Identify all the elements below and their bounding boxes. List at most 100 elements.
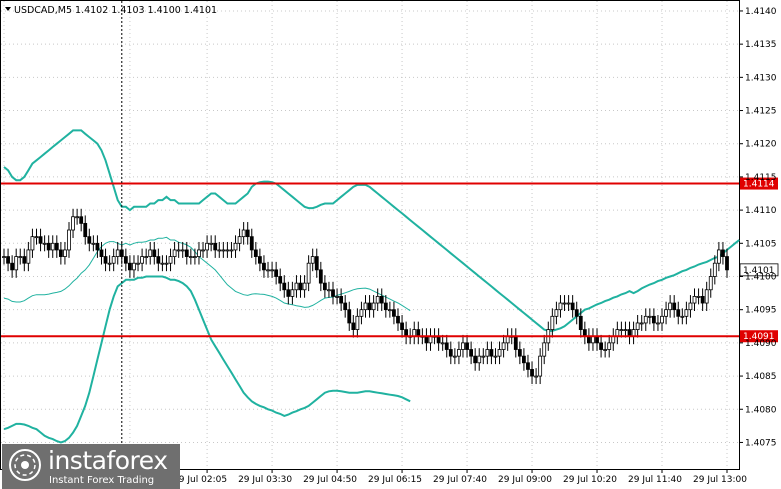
candle-body xyxy=(704,289,709,304)
candle-body xyxy=(30,236,35,251)
x-tick-label: 29 Jul 07:40 xyxy=(433,475,487,485)
candle-body xyxy=(318,269,323,284)
candle-body xyxy=(115,249,120,257)
candle-body xyxy=(355,315,360,330)
candle-body xyxy=(396,315,400,324)
y-tick-label: 1.4130 xyxy=(745,73,777,83)
candle-body xyxy=(42,242,47,245)
candle-body xyxy=(103,256,108,264)
candle-body xyxy=(680,315,685,318)
candle-body xyxy=(132,262,136,271)
y-tick-label: 1.4080 xyxy=(745,405,777,415)
candle-body xyxy=(2,256,6,258)
candle-body xyxy=(95,242,100,251)
candle-body xyxy=(83,222,88,238)
candle-body xyxy=(201,249,205,252)
candle-body xyxy=(229,249,234,252)
candle-body xyxy=(176,249,181,252)
candle-body xyxy=(172,249,177,257)
candle-body xyxy=(54,242,59,251)
candle-body xyxy=(684,309,689,317)
instaforex-emblem-icon xyxy=(9,449,41,481)
candle-body xyxy=(184,249,189,257)
candle-body xyxy=(339,296,344,304)
candle-body xyxy=(363,302,368,311)
candle-body xyxy=(193,256,197,258)
candle-body xyxy=(489,349,494,357)
candle-body xyxy=(635,322,640,330)
candle-body xyxy=(335,296,339,298)
candle-body xyxy=(241,229,246,238)
candle-body xyxy=(237,236,242,244)
candle-body xyxy=(67,229,71,251)
candle-body xyxy=(188,256,193,258)
candle-body xyxy=(400,322,404,330)
candle-body xyxy=(58,249,63,257)
x-tick-label: 29 Jul 13:00 xyxy=(693,475,747,485)
candle-body xyxy=(91,242,96,245)
x-tick-label: 29 Jul 04:50 xyxy=(303,475,357,485)
candle-body xyxy=(107,262,112,265)
current-price-label: 1.4101 xyxy=(743,266,775,276)
candle-body xyxy=(128,262,132,271)
symbol-title: USDCAD,M5 1.4102 1.4103 1.4100 1.4101 xyxy=(14,5,217,16)
candle-body xyxy=(465,342,469,350)
candle-body xyxy=(619,329,624,331)
candle-body xyxy=(497,349,502,357)
dropdown-triangle-icon[interactable] xyxy=(5,7,11,11)
upper-band-line xyxy=(3,129,740,332)
candle-body xyxy=(123,256,128,264)
candle-body xyxy=(87,236,92,244)
x-tick-label: 29 Jul 09:00 xyxy=(498,475,552,485)
candle-body xyxy=(383,302,388,311)
candle-body xyxy=(46,242,51,251)
candle-body xyxy=(651,315,656,324)
candle-body xyxy=(266,269,270,272)
candle-body xyxy=(501,342,506,350)
candle-body xyxy=(75,216,80,219)
candle-body xyxy=(180,249,185,252)
y-tick-label: 1.4100 xyxy=(745,272,777,282)
candle-body xyxy=(517,349,522,357)
candle-body xyxy=(245,229,250,238)
candle-body xyxy=(99,249,104,257)
candle-body xyxy=(607,342,612,350)
candle-body xyxy=(696,296,701,298)
candle-body xyxy=(302,282,307,291)
candle-body xyxy=(290,289,295,297)
candle-body xyxy=(603,349,608,351)
candle-body xyxy=(461,342,465,350)
candle-body xyxy=(310,256,315,264)
candle-body xyxy=(282,282,287,291)
level-price-tag xyxy=(740,330,778,343)
candle-body xyxy=(452,355,457,358)
x-tick-label: 29 Jul 10:20 xyxy=(563,475,617,485)
candle-body xyxy=(676,309,681,317)
candle-body xyxy=(485,349,490,357)
candle-body xyxy=(708,276,713,291)
candle-body xyxy=(213,242,218,251)
candle-body xyxy=(347,309,352,324)
candle-body xyxy=(286,289,291,297)
candle-body xyxy=(34,236,39,239)
candle-body xyxy=(554,309,559,317)
candle-body xyxy=(343,302,348,311)
candle-body xyxy=(367,302,372,311)
support-resistance-levels: 1.4114 1.4091 1.4101 xyxy=(1,177,779,343)
candle-body xyxy=(526,362,530,370)
candle-body xyxy=(249,236,254,251)
candle-body xyxy=(140,256,145,264)
candle-body xyxy=(473,355,478,364)
candle-body xyxy=(469,349,474,357)
candle-body xyxy=(371,302,376,311)
bollinger-bands xyxy=(3,129,740,444)
candle-body xyxy=(672,302,677,311)
candle-body xyxy=(725,256,729,271)
candle-body xyxy=(578,315,583,330)
candle-body xyxy=(688,302,693,311)
candle-body xyxy=(542,342,547,357)
candle-body xyxy=(144,256,149,258)
candle-body xyxy=(306,262,311,284)
candle-body xyxy=(38,236,43,244)
